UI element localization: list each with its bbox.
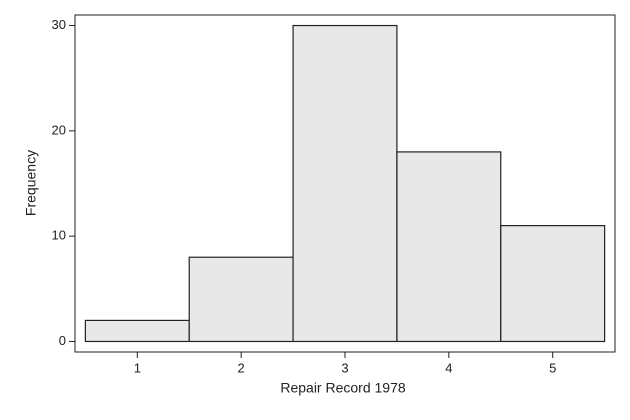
x-axis-label: Repair Record 1978 bbox=[280, 380, 406, 396]
plot-frame bbox=[74, 14, 616, 353]
x-tick-label: 2 bbox=[238, 360, 245, 375]
x-tick-label: 4 bbox=[445, 360, 452, 375]
x-tick-label: 3 bbox=[341, 360, 348, 375]
x-tick-label: 5 bbox=[549, 360, 556, 375]
bar bbox=[188, 256, 294, 343]
y-tick-label: 0 bbox=[59, 333, 66, 348]
bar bbox=[292, 24, 398, 343]
y-tick-label: 30 bbox=[52, 17, 66, 32]
bar bbox=[396, 151, 502, 343]
bar bbox=[500, 225, 606, 343]
y-tick-label: 10 bbox=[52, 228, 66, 243]
y-axis-label: Frequency bbox=[23, 150, 39, 216]
x-tick-label: 1 bbox=[134, 360, 141, 375]
bar bbox=[84, 319, 190, 343]
y-tick-label: 20 bbox=[52, 122, 66, 137]
